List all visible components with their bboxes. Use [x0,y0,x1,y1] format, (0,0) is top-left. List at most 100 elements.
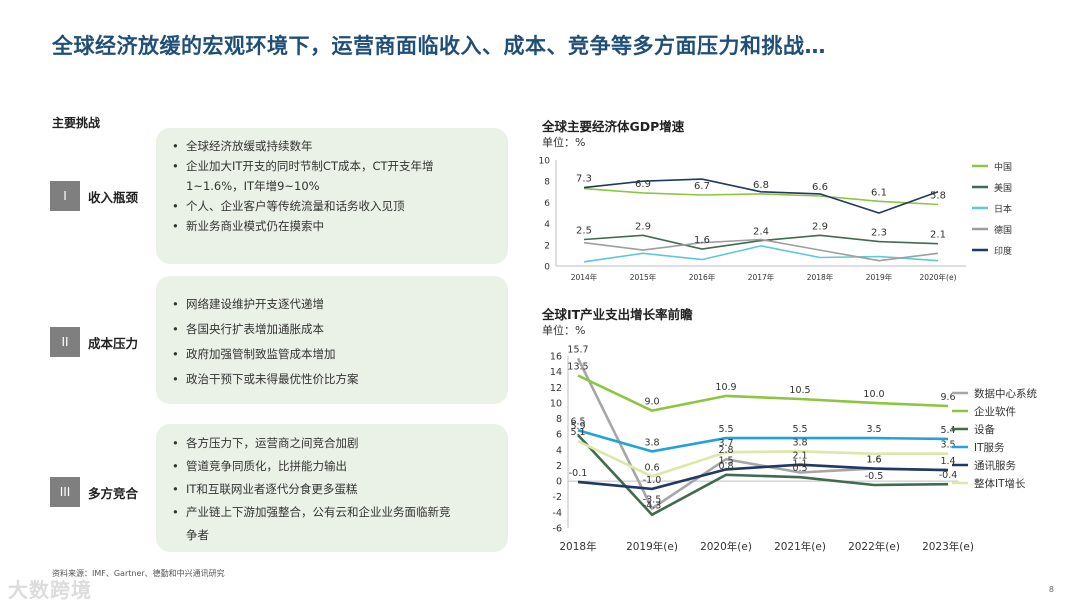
data-label: 5.8 [930,191,946,202]
data-label: -0.4 [939,470,958,481]
legend-label: 数据中心系统 [974,387,1037,400]
y-tick-label: -4 [553,508,562,519]
data-label: 1.4 [940,456,955,467]
data-label: 6.6 [812,182,828,193]
category-number: I [50,181,80,211]
data-label: 6.8 [753,180,769,191]
category-label: 收入瓶颈 [88,189,139,205]
x-tick-label: 2018年 [559,540,596,553]
series-line [577,434,949,517]
data-label: 10.0 [863,389,884,400]
series-line [583,187,939,206]
data-label: -0.1 [569,468,588,479]
y-tick-label: 6 [556,430,562,441]
legend-label: IT服务 [974,441,1005,454]
legend-label: 中国 [994,161,1012,173]
bullet-item: 1~1.6%，IT年增9~10% [186,179,320,193]
data-label: 1.6 [866,455,881,466]
legend-label: 整体IT增长 [974,477,1026,490]
data-label: 0.5 [792,463,807,474]
series-line [583,238,939,262]
data-label: 2.9 [635,221,651,232]
chart2-title: 全球IT产业支出增长率前瞻 [542,307,693,322]
data-label: 0.8 [718,461,733,472]
category-label: 成本压力 [88,335,139,351]
series-line [583,178,939,214]
data-label: 5.4 [940,425,955,436]
legend-label: 美国 [994,182,1012,194]
chart2-unit: 单位：% [542,324,586,337]
bullet-item: 各国央行扩表增加通胀成本 [170,317,494,342]
y-tick-label: 0 [544,263,550,273]
legend-label: 通讯服务 [974,459,1016,472]
data-label: -4.3 [643,501,662,512]
data-label: 3.5 [866,424,881,435]
x-tick-label: 2019年 [866,272,893,282]
data-label: 6.5 [570,416,585,427]
bullet-item: 产业链上下游加强整合，公有云和企业业务面临新竞 [170,501,494,524]
x-tick-label: 2020年(e) [919,272,956,282]
legend-label: 企业软件 [974,405,1016,418]
data-label: 3.5 [940,440,955,451]
x-tick-label: 2023年(e) [922,540,974,553]
series-line [576,357,949,511]
category-number: II [50,327,80,357]
x-tick-label: 2016年 [689,272,716,282]
bullet-item: IT和互联网业者逐代分食更多蛋糕 [170,478,494,501]
page-title: 全球经济放缓的宏观环境下，运营商面临收入、成本、竞争等多方面压力和挑战… [52,34,826,58]
y-tick-label: 6 [544,199,550,209]
data-label: 10.9 [715,382,736,393]
data-label: 1.6 [694,235,710,246]
data-label: 5.5 [792,424,807,435]
y-tick-label: 0 [556,477,562,488]
category-cost: II 成本压力 [50,326,180,358]
y-tick-label: 2 [556,461,562,472]
bullet-item: 管道竞争同质化，比拼能力输出 [170,455,494,478]
chart1-unit: 单位：% [542,136,586,149]
category-number: III [50,477,80,507]
y-tick-label: 10 [550,398,562,409]
data-label: 1.6 [866,455,881,466]
data-label: 2.3 [871,228,887,239]
y-tick-label: 2 [544,241,550,251]
y-tick-label: 8 [556,414,562,425]
page-number: 8 [1048,585,1054,594]
data-label: 3.8 [644,437,659,448]
bullet-item: 个人、企业客户等传统流量和话务收入见顶 [170,196,494,216]
challenge-box-cost: 网络建设维护开支逐代递增 各国央行扩表增加通胀成本 政府加强管制致监管成本增加 … [156,276,508,404]
y-tick-label: -2 [553,492,562,503]
series-line [577,429,949,453]
data-label: 5.5 [718,424,733,435]
bullet-item: 政治干预下或未得最优性价比方案 [170,367,494,392]
y-tick-label: 16 [550,352,562,363]
data-label: 3.7 [718,438,733,449]
category-competition: III 多方竞合 [50,476,180,508]
legend-label: 日本 [994,203,1012,215]
data-label: 2.8 [718,445,733,456]
data-label: 5.9 [570,421,585,432]
data-label: 5.1 [570,427,585,438]
x-tick-label: 2022年(e) [848,540,900,553]
x-tick-label: 2015年 [630,272,657,282]
data-label: 13.5 [567,362,588,373]
bullet-item: 新业务商业模式仍在摸索中 [170,216,494,236]
series-line [577,440,948,478]
source-note: 资料来源：IMF、Gartner、德勤和中兴通讯研究 [52,569,225,578]
data-label: -3.5 [643,494,662,505]
bullet-item: 各方压力下，运营商之间竞合加剧 [170,432,494,455]
bullet-item: 网络建设维护开支逐代递增 [170,292,494,317]
data-label: 2.1 [930,230,946,241]
y-tick-label: 8 [544,178,550,188]
bullet-item: 企业加大IT开支的同时节制CT成本，CT开支年增 [170,156,494,176]
data-label: 6.9 [635,179,651,190]
data-label: 6.7 [694,181,710,192]
data-label: 1.1 [792,458,807,469]
challenge-box-competition: 各方压力下，运营商之间竞合加剧 管道竞争同质化，比拼能力输出 IT和互联网业者逐… [156,424,508,552]
data-label: 0.6 [644,462,659,473]
data-label: 2.9 [812,221,828,232]
bullet-item: 政府加强管制致监管成本增加 [170,342,494,367]
data-label: -1.0 [643,475,662,486]
category-revenue: I 收入瓶颈 [50,180,180,212]
category-label: 多方竞合 [88,485,139,501]
x-tick-label: 2021年(e) [774,540,826,553]
